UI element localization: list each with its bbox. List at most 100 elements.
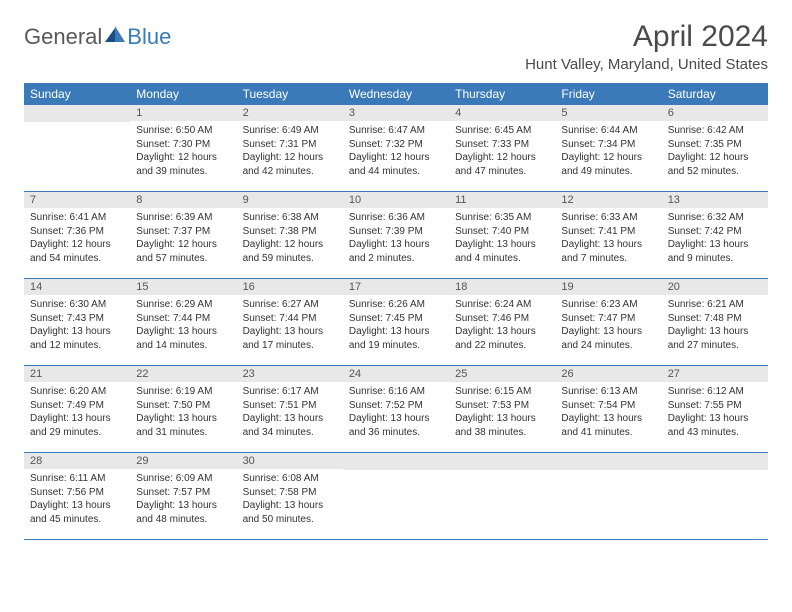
sunset-line: Sunset: 7:30 PM [136, 138, 230, 152]
day-cell: 9Sunrise: 6:38 AMSunset: 7:38 PMDaylight… [237, 192, 343, 278]
sunset-line: Sunset: 7:42 PM [668, 225, 762, 239]
sunset-line: Sunset: 7:56 PM [30, 486, 124, 500]
day-body: Sunrise: 6:23 AMSunset: 7:47 PMDaylight:… [555, 295, 661, 358]
sunrise-line: Sunrise: 6:23 AM [561, 298, 655, 312]
daylight-line-2: and 54 minutes. [30, 252, 124, 266]
sunrise-line: Sunrise: 6:45 AM [455, 124, 549, 138]
sunset-line: Sunset: 7:38 PM [243, 225, 337, 239]
generalblue-logo: General Blue [24, 20, 171, 50]
day-body: Sunrise: 6:44 AMSunset: 7:34 PMDaylight:… [555, 121, 661, 184]
sunrise-line: Sunrise: 6:42 AM [668, 124, 762, 138]
sunset-line: Sunset: 7:49 PM [30, 399, 124, 413]
daylight-line-2: and 22 minutes. [455, 339, 549, 353]
daylight-line-2: and 17 minutes. [243, 339, 337, 353]
logo-text-general: General [24, 24, 102, 50]
daylight-line-2: and 4 minutes. [455, 252, 549, 266]
week-row: 21Sunrise: 6:20 AMSunset: 7:49 PMDayligh… [24, 366, 768, 453]
day-number: 13 [662, 192, 768, 208]
daylight-line-1: Daylight: 13 hours [668, 412, 762, 426]
sunset-line: Sunset: 7:45 PM [349, 312, 443, 326]
sunset-line: Sunset: 7:51 PM [243, 399, 337, 413]
daylight-line-2: and 49 minutes. [561, 165, 655, 179]
day-body: Sunrise: 6:26 AMSunset: 7:45 PMDaylight:… [343, 295, 449, 358]
weekday-header: Saturday [662, 83, 768, 105]
sunrise-line: Sunrise: 6:20 AM [30, 385, 124, 399]
day-cell: 12Sunrise: 6:33 AMSunset: 7:41 PMDayligh… [555, 192, 661, 278]
day-cell: 22Sunrise: 6:19 AMSunset: 7:50 PMDayligh… [130, 366, 236, 452]
day-number: 30 [237, 453, 343, 469]
sunset-line: Sunset: 7:43 PM [30, 312, 124, 326]
sunrise-line: Sunrise: 6:30 AM [30, 298, 124, 312]
daylight-line-2: and 45 minutes. [30, 513, 124, 527]
day-body: Sunrise: 6:33 AMSunset: 7:41 PMDaylight:… [555, 208, 661, 271]
day-cell: 6Sunrise: 6:42 AMSunset: 7:35 PMDaylight… [662, 105, 768, 191]
daylight-line-1: Daylight: 12 hours [668, 151, 762, 165]
day-body: Sunrise: 6:30 AMSunset: 7:43 PMDaylight:… [24, 295, 130, 358]
day-cell: 29Sunrise: 6:09 AMSunset: 7:57 PMDayligh… [130, 453, 236, 539]
sunset-line: Sunset: 7:33 PM [455, 138, 549, 152]
day-number: 7 [24, 192, 130, 208]
sunrise-line: Sunrise: 6:08 AM [243, 472, 337, 486]
daylight-line-1: Daylight: 12 hours [243, 151, 337, 165]
sunrise-line: Sunrise: 6:47 AM [349, 124, 443, 138]
day-cell: 11Sunrise: 6:35 AMSunset: 7:40 PMDayligh… [449, 192, 555, 278]
day-body: Sunrise: 6:45 AMSunset: 7:33 PMDaylight:… [449, 121, 555, 184]
day-body: Sunrise: 6:15 AMSunset: 7:53 PMDaylight:… [449, 382, 555, 445]
daylight-line-1: Daylight: 13 hours [136, 325, 230, 339]
day-cell: 2Sunrise: 6:49 AMSunset: 7:31 PMDaylight… [237, 105, 343, 191]
sunset-line: Sunset: 7:39 PM [349, 225, 443, 239]
day-cell: 24Sunrise: 6:16 AMSunset: 7:52 PMDayligh… [343, 366, 449, 452]
daylight-line-2: and 12 minutes. [30, 339, 124, 353]
daylight-line-1: Daylight: 13 hours [455, 412, 549, 426]
day-number [662, 453, 768, 470]
day-cell: 17Sunrise: 6:26 AMSunset: 7:45 PMDayligh… [343, 279, 449, 365]
day-cell: 21Sunrise: 6:20 AMSunset: 7:49 PMDayligh… [24, 366, 130, 452]
day-body: Sunrise: 6:47 AMSunset: 7:32 PMDaylight:… [343, 121, 449, 184]
day-body: Sunrise: 6:16 AMSunset: 7:52 PMDaylight:… [343, 382, 449, 445]
sunset-line: Sunset: 7:44 PM [243, 312, 337, 326]
daylight-line-2: and 7 minutes. [561, 252, 655, 266]
day-body: Sunrise: 6:49 AMSunset: 7:31 PMDaylight:… [237, 121, 343, 184]
calendar-page: General Blue April 2024 Hunt Valley, Mar… [0, 0, 792, 560]
sunrise-line: Sunrise: 6:50 AM [136, 124, 230, 138]
day-number: 1 [130, 105, 236, 121]
daylight-line-2: and 2 minutes. [349, 252, 443, 266]
day-number [555, 453, 661, 470]
day-cell: 7Sunrise: 6:41 AMSunset: 7:36 PMDaylight… [24, 192, 130, 278]
sunrise-line: Sunrise: 6:26 AM [349, 298, 443, 312]
daylight-line-2: and 34 minutes. [243, 426, 337, 440]
day-cell: 30Sunrise: 6:08 AMSunset: 7:58 PMDayligh… [237, 453, 343, 539]
sunrise-line: Sunrise: 6:17 AM [243, 385, 337, 399]
sunset-line: Sunset: 7:31 PM [243, 138, 337, 152]
day-body: Sunrise: 6:50 AMSunset: 7:30 PMDaylight:… [130, 121, 236, 184]
sunset-line: Sunset: 7:46 PM [455, 312, 549, 326]
weekday-header: Tuesday [237, 83, 343, 105]
sunrise-line: Sunrise: 6:41 AM [30, 211, 124, 225]
day-number: 9 [237, 192, 343, 208]
week-row: 14Sunrise: 6:30 AMSunset: 7:43 PMDayligh… [24, 279, 768, 366]
logo-sail-icon [105, 26, 125, 42]
day-cell: 14Sunrise: 6:30 AMSunset: 7:43 PMDayligh… [24, 279, 130, 365]
day-body: Sunrise: 6:42 AMSunset: 7:35 PMDaylight:… [662, 121, 768, 184]
sunrise-line: Sunrise: 6:12 AM [668, 385, 762, 399]
logo-text-blue: Blue [127, 24, 171, 50]
day-cell [24, 105, 130, 191]
daylight-line-2: and 14 minutes. [136, 339, 230, 353]
sunrise-line: Sunrise: 6:33 AM [561, 211, 655, 225]
daylight-line-2: and 29 minutes. [30, 426, 124, 440]
day-number [343, 453, 449, 470]
day-number: 28 [24, 453, 130, 469]
day-cell: 16Sunrise: 6:27 AMSunset: 7:44 PMDayligh… [237, 279, 343, 365]
day-body: Sunrise: 6:21 AMSunset: 7:48 PMDaylight:… [662, 295, 768, 358]
day-cell: 5Sunrise: 6:44 AMSunset: 7:34 PMDaylight… [555, 105, 661, 191]
week-row: 7Sunrise: 6:41 AMSunset: 7:36 PMDaylight… [24, 192, 768, 279]
daylight-line-2: and 48 minutes. [136, 513, 230, 527]
day-body: Sunrise: 6:39 AMSunset: 7:37 PMDaylight:… [130, 208, 236, 271]
day-number: 23 [237, 366, 343, 382]
day-cell: 26Sunrise: 6:13 AMSunset: 7:54 PMDayligh… [555, 366, 661, 452]
day-body: Sunrise: 6:29 AMSunset: 7:44 PMDaylight:… [130, 295, 236, 358]
sunset-line: Sunset: 7:50 PM [136, 399, 230, 413]
daylight-line-1: Daylight: 13 hours [243, 325, 337, 339]
day-body: Sunrise: 6:17 AMSunset: 7:51 PMDaylight:… [237, 382, 343, 445]
daylight-line-2: and 24 minutes. [561, 339, 655, 353]
